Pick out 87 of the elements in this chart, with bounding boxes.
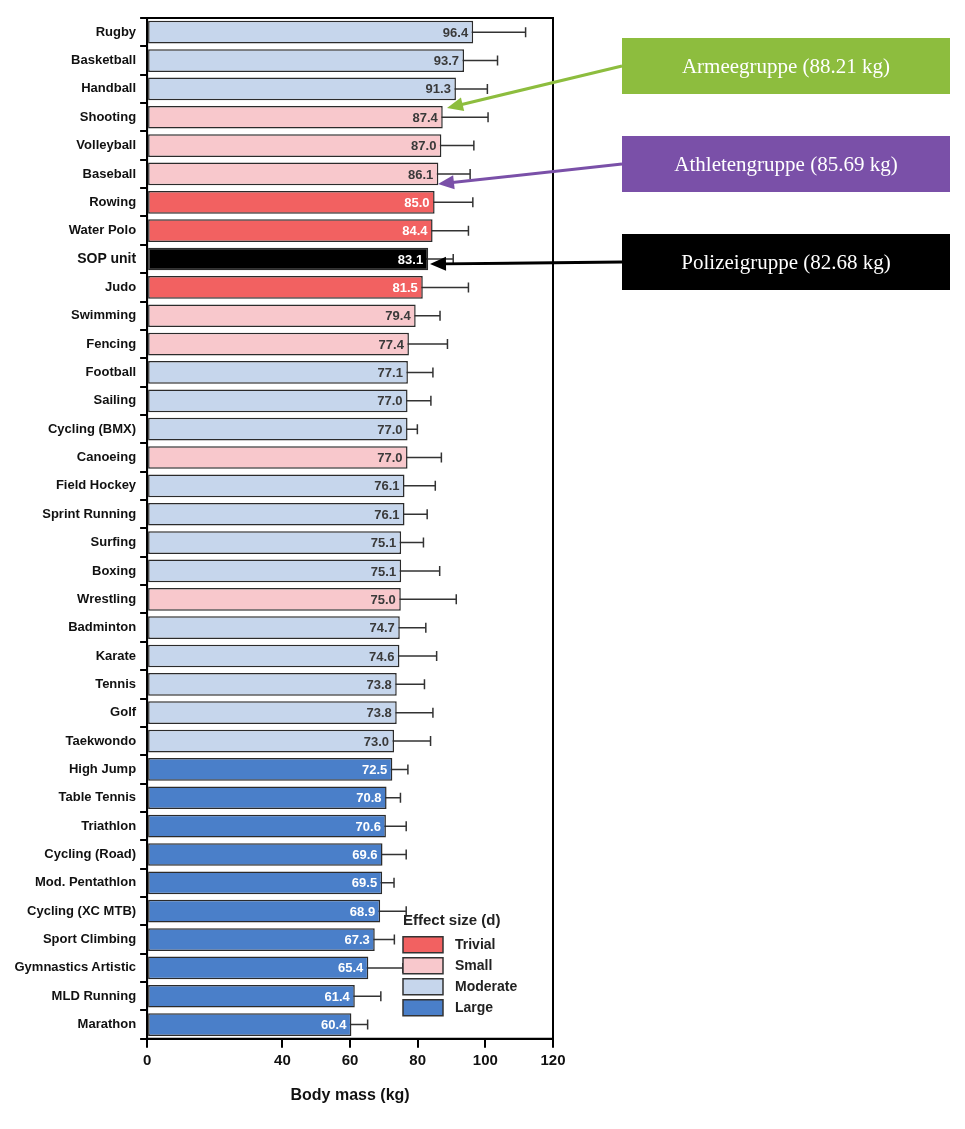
- data-label: 67.3: [344, 932, 370, 948]
- y-tick-label: Cycling (XC MTB): [27, 902, 137, 918]
- data-label: 77.0: [377, 450, 403, 466]
- legend-label: Small: [455, 956, 493, 973]
- legend-title: Effect size (d): [403, 910, 501, 928]
- data-label: 75.1: [370, 535, 397, 551]
- y-tick-label: Cycling (BMX): [47, 420, 137, 436]
- y-tick-label: Golf: [110, 704, 137, 720]
- data-label: 74.6: [369, 648, 395, 664]
- y-tick-label: Volleyball: [76, 137, 137, 153]
- data-label: 87.0: [411, 138, 437, 154]
- y-tick-label: Wrestling: [77, 590, 137, 606]
- y-tick-label: Karate: [95, 647, 137, 663]
- data-label: 70.8: [356, 790, 382, 806]
- text: Athletengruppe (85.69 kg): [622, 136, 950, 192]
- y-tick-label: Badminton: [68, 619, 137, 635]
- data-label: 73.8: [366, 705, 392, 721]
- y-tick-label: Judo: [105, 278, 137, 294]
- x-tick-label: 80: [409, 1050, 427, 1068]
- y-tick-label: Rugby: [95, 23, 137, 39]
- y-tick-label: Mod. Pentathlon: [34, 874, 137, 890]
- data-label: 93.7: [433, 53, 460, 69]
- data-label: 83.1: [397, 251, 424, 267]
- data-label: 68.9: [349, 903, 376, 919]
- data-label: 74.7: [369, 620, 395, 636]
- y-tick-label: Sport Climbing: [42, 931, 137, 947]
- y-tick-label: Handball: [81, 80, 137, 96]
- data-label: 96.4: [442, 24, 469, 40]
- data-label: 72.5: [362, 762, 388, 777]
- legend-label: Trivial: [455, 935, 496, 952]
- y-tick-label: Football: [85, 364, 137, 380]
- x-tick-label: 40: [274, 1050, 291, 1068]
- y-tick-label: Sailing: [93, 392, 137, 408]
- y-tick-label: Boxing: [92, 562, 137, 578]
- data-label: 79.4: [385, 308, 412, 324]
- y-tick-label: Sprint Running: [42, 505, 137, 521]
- y-tick-label: SOP unit: [77, 249, 137, 266]
- legend-label: Large: [455, 998, 494, 1015]
- y-tick-label: High Jump: [68, 761, 137, 776]
- data-label: 87.4: [412, 109, 439, 125]
- data-label: 76.1: [374, 506, 400, 522]
- y-tick-label: Marathon: [77, 1016, 137, 1032]
- y-tick-label: Basketball: [71, 52, 137, 68]
- y-tick-label: MLD Running: [51, 987, 137, 1003]
- y-tick-label: Field Hockey: [55, 477, 137, 493]
- data-label: 81.5: [392, 279, 418, 295]
- data-label: 69.6: [352, 847, 378, 863]
- y-tick-label: Shooting: [79, 108, 137, 124]
- y-tick-label: Table Tennis: [58, 789, 137, 805]
- data-label: 75.0: [370, 591, 396, 607]
- y-tick-label: Cycling (Road): [44, 846, 137, 862]
- y-tick-label: Surfing: [90, 534, 137, 550]
- text: Armeegruppe (88.21 kg): [622, 38, 950, 94]
- data-label: 70.6: [355, 818, 381, 834]
- data-label: 77.0: [377, 393, 403, 409]
- y-tick-label: Swimming: [71, 307, 137, 323]
- data-label: 73.8: [366, 676, 392, 692]
- data-label: 77.0: [377, 421, 403, 437]
- data-label: 86.1: [408, 166, 434, 182]
- y-tick-label: Rowing: [89, 193, 137, 209]
- data-label: 60.4: [321, 1017, 348, 1033]
- data-label: 65.4: [338, 960, 365, 976]
- data-label: 84.4: [402, 223, 429, 239]
- y-tick-label: Fencing: [86, 335, 137, 351]
- y-tick-label: Water Polo: [68, 222, 137, 238]
- data-label: 77.1: [377, 365, 403, 381]
- data-label: 73.0: [363, 733, 390, 749]
- data-label: 85.0: [404, 194, 430, 210]
- y-tick-label: Triathlon: [81, 817, 137, 833]
- data-label: 77.4: [378, 336, 405, 352]
- x-axis-title: Body mass (kg): [290, 1085, 410, 1103]
- y-tick-label: Canoeing: [76, 449, 137, 465]
- y-tick-label: Baseball: [82, 165, 137, 181]
- x-tick-label: 0: [142, 1050, 152, 1068]
- legend-label: Moderate: [455, 977, 518, 994]
- y-tick-label: Tennis: [95, 675, 137, 691]
- x-tick-label: 60: [341, 1050, 359, 1068]
- data-label: 69.5: [351, 875, 378, 891]
- x-tick-label: 100: [472, 1050, 498, 1068]
- text: Polizeigruppe (82.68 kg): [622, 234, 950, 290]
- y-tick-label: Gymnastics Artistic: [14, 959, 137, 975]
- data-label: 61.4: [324, 988, 351, 1004]
- data-label: 76.1: [374, 478, 400, 494]
- data-label: 75.1: [370, 563, 397, 579]
- data-label: 91.3: [425, 81, 451, 97]
- y-tick-label: Taekwondo: [65, 732, 137, 748]
- x-tick-label: 120: [540, 1050, 566, 1068]
